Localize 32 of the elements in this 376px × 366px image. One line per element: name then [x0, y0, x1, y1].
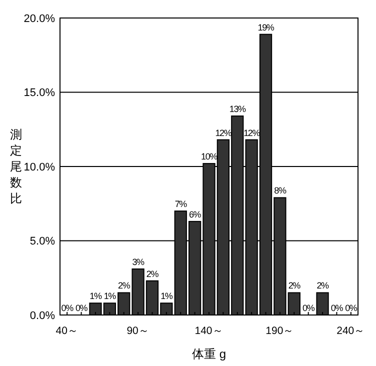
data-label: 0%: [302, 303, 315, 313]
data-label: 0%: [345, 303, 358, 313]
data-label: 13%: [229, 104, 246, 114]
data-label: 2%: [288, 280, 301, 291]
data-label: 0%: [330, 303, 344, 313]
data-label: 10%: [201, 152, 218, 162]
x-tick-label: 190～: [266, 325, 294, 337]
data-label: 1%: [104, 291, 116, 302]
data-label: 12%: [244, 128, 260, 138]
data-label: 0%: [75, 303, 88, 313]
y-tick-label: 15.0%: [24, 87, 56, 100]
x-tick-label: 140～: [194, 325, 224, 337]
y-tick-label: 20.0%: [24, 12, 56, 25]
x-tick-label: 40～: [56, 325, 78, 337]
y-tick-label: 0.0%: [30, 310, 56, 322]
data-label: 6%: [189, 209, 202, 220]
data-label: 7%: [174, 199, 188, 210]
data-label: 0%: [61, 303, 74, 313]
x-tick-label: 240～: [336, 325, 366, 337]
x-tick-label: 90～: [126, 325, 150, 337]
y-tick-label: 10.0%: [24, 161, 56, 174]
data-label: 1%: [90, 291, 102, 302]
data-label: 2%: [316, 280, 330, 291]
y-tick-label: 5.0%: [30, 236, 56, 248]
data-label: 1%: [160, 291, 173, 302]
x-axis-title: 体重 g: [192, 347, 226, 361]
data-label: 2%: [146, 268, 159, 279]
data-label: 3%: [132, 256, 145, 267]
data-label: 19%: [258, 22, 274, 32]
y-axis-title: 測定尾数比: [10, 128, 22, 206]
data-label: 2%: [118, 280, 130, 291]
data-label: 8%: [274, 186, 286, 196]
